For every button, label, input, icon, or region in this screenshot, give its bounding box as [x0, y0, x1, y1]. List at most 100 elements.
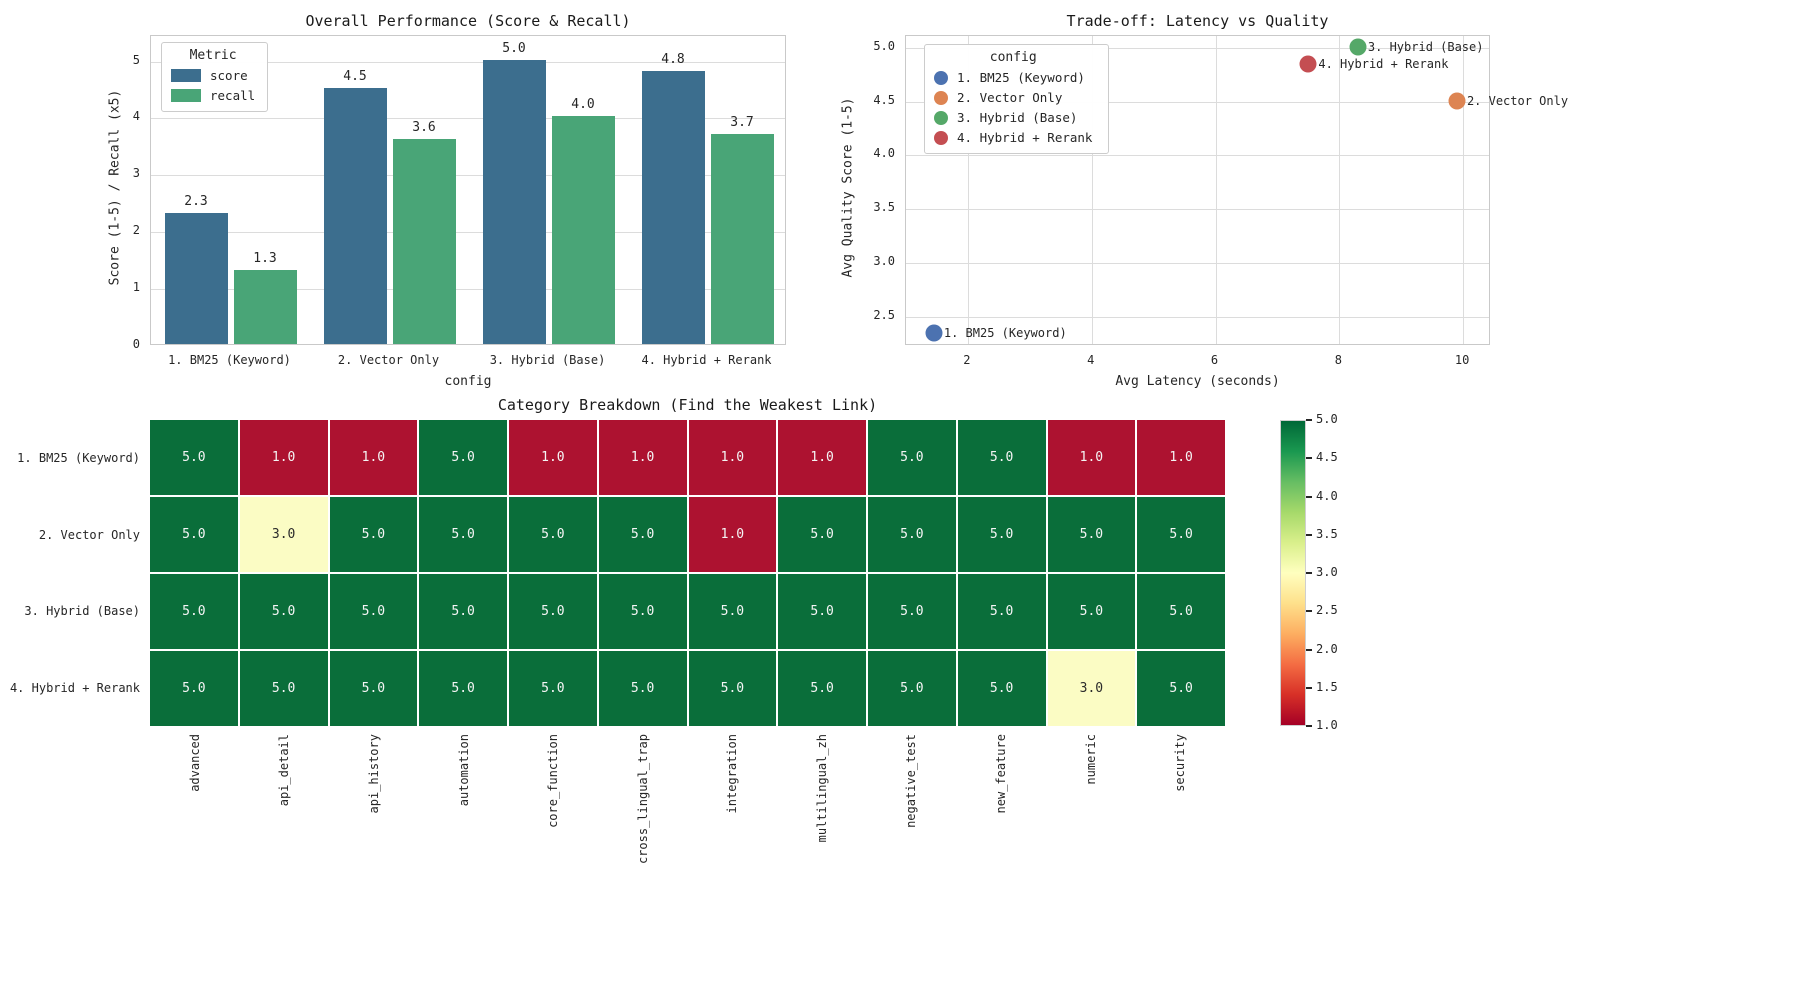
gridline — [906, 263, 1489, 265]
bar-recall — [392, 139, 456, 344]
recall-swatch — [171, 89, 201, 102]
legend-item-label: 4. Hybrid + Rerank — [957, 130, 1093, 145]
gridline — [151, 175, 785, 177]
x-tick-label: 2 — [963, 353, 971, 367]
y-tick-label: 4.0 — [873, 146, 895, 161]
score-swatch — [171, 69, 201, 82]
heatmap-cell: 5.0 — [598, 497, 687, 572]
legend-item-label: 1. BM25 (Keyword) — [957, 70, 1085, 85]
legend-dot — [934, 70, 948, 85]
colorbar-tick — [1306, 686, 1312, 689]
colorbar-tick — [1306, 533, 1312, 536]
heatmap-col-label-text: security — [1173, 734, 1188, 792]
heatmap-col-label: negative_test — [867, 734, 957, 909]
y-tick-label: 3 — [132, 166, 140, 181]
gridline — [906, 209, 1489, 211]
colorbar-tick — [1306, 419, 1312, 421]
heatmap-cell: 5.0 — [509, 651, 597, 726]
scatter-legend-title: config — [989, 50, 1037, 65]
gridline — [1215, 36, 1217, 344]
heatmap-cell: 5.0 — [688, 651, 777, 726]
legend-item-label: score — [210, 68, 248, 83]
point-annotation: 4. Hybrid + Rerank — [1318, 56, 1449, 71]
heatmap-col-label-text: automation — [456, 734, 471, 807]
heatmap-cell: 5.0 — [150, 651, 238, 726]
heatmap-cell: 5.0 — [868, 651, 956, 726]
point-annotation: 2. Vector Only — [1466, 93, 1569, 108]
scatter-chart-title: Trade-off: Latency vs Quality — [1066, 12, 1329, 30]
heatmap-col-label: api_detail — [240, 734, 330, 909]
heatmap-cell: 5.0 — [419, 497, 507, 572]
heatmap-cell: 5.0 — [1137, 651, 1225, 726]
scatter-ylabel: Avg Quality Score (1-5) — [840, 97, 856, 278]
bar-recall — [710, 133, 774, 344]
heatmap-cell: 5.0 — [1047, 574, 1136, 649]
legend-item: 1. BM25 (Keyword) — [934, 70, 1092, 85]
heatmap-cell: 1.0 — [1137, 420, 1225, 495]
bar-chart-title: Overall Performance (Score & Recall) — [305, 12, 631, 30]
heatmap-cell: 5.0 — [419, 574, 507, 649]
heatmap-cell: 5.0 — [957, 574, 1046, 649]
x-tick-label: 1. BM25 (Keyword) — [168, 353, 291, 367]
heatmap-col-label-text: multilingual_zh — [814, 734, 829, 843]
colorbar-tick — [1306, 725, 1312, 727]
heatmap-col-label-text: negative_test — [904, 734, 919, 828]
legend-dot — [934, 130, 948, 145]
heatmap-cell: 5.0 — [778, 651, 866, 726]
bar-recall — [233, 270, 297, 344]
colorbar-tick — [1306, 610, 1312, 613]
heatmap-cell: 3.0 — [1047, 651, 1136, 726]
colorbar-tick-label: 4.5 — [1316, 450, 1338, 465]
bar-value-label: 4.8 — [661, 51, 685, 67]
heatmap-col-label-text: api_detail — [277, 734, 292, 807]
heatmap-cell: 5.0 — [778, 574, 866, 649]
heatmap-cell: 5.0 — [509, 497, 597, 572]
heatmap-col-label-text: integration — [725, 734, 740, 814]
legend-dot — [934, 90, 948, 105]
heatmap-cell: 5.0 — [868, 420, 956, 495]
bar-value-label: 3.7 — [730, 114, 754, 130]
scatter-plot-area: 1. BM25 (Keyword) 2. Vector Only 3. Hybrid… — [905, 35, 1568, 345]
colorbar-tick — [1306, 572, 1312, 574]
heatmap-cell: 1.0 — [1047, 420, 1136, 495]
y-tick-label: 1 — [132, 280, 140, 295]
y-tick-label: 3.0 — [873, 254, 895, 269]
y-tick-label: 5.0 — [873, 38, 895, 53]
heatmap-cell: 3.0 — [239, 497, 328, 572]
bar-value-label: 1.3 — [253, 251, 277, 267]
point-annotation: 3. Hybrid (Base) — [1367, 39, 1484, 54]
colorbar — [1280, 420, 1306, 726]
heatmap-col-label-text: new_feature — [994, 734, 1009, 814]
heatmap-cell: 1.0 — [509, 420, 597, 495]
heatmap-col-label: multilingual_zh — [777, 734, 867, 909]
legend-item: 2. Vector Only — [934, 90, 1092, 105]
gridline — [906, 101, 1489, 103]
bar-legend: Metric score recall — [161, 42, 269, 112]
colorbar-tick — [1306, 457, 1312, 460]
colorbar-tick-label: 2.0 — [1316, 641, 1338, 656]
legend-item-label: recall — [210, 88, 256, 103]
point-annotation: 1. BM25 (Keyword) — [943, 326, 1067, 341]
heatmap-cell: 5.0 — [150, 574, 238, 649]
heatmap-cell: 5.0 — [329, 574, 418, 649]
heatmap-cell: 5.0 — [1047, 497, 1136, 572]
gridline — [151, 118, 785, 120]
heatmap-cell: 5.0 — [598, 651, 687, 726]
y-tick-label: 4.5 — [873, 92, 895, 107]
legend-item-label: 2. Vector Only — [957, 90, 1063, 105]
gridline — [967, 36, 969, 344]
heatmap-col-label: api_history — [329, 734, 419, 909]
colorbar-tick-label: 4.0 — [1316, 488, 1338, 503]
gridline — [1091, 36, 1093, 344]
heatmap-cell: 5.0 — [329, 497, 418, 572]
scatter-point — [1448, 92, 1466, 110]
heatmap-col-label: numeric — [1046, 734, 1136, 909]
gridline — [151, 61, 785, 63]
colorbar-tick — [1306, 495, 1312, 498]
colorbar-tick-label: 3.5 — [1316, 526, 1338, 541]
bar-score — [164, 213, 228, 344]
bar-value-label: 3.6 — [412, 120, 436, 136]
legend-item-label: 3. Hybrid (Base) — [957, 110, 1078, 125]
heatmap-cell: 5.0 — [957, 420, 1046, 495]
x-tick-label: 3. Hybrid (Base) — [489, 353, 606, 367]
